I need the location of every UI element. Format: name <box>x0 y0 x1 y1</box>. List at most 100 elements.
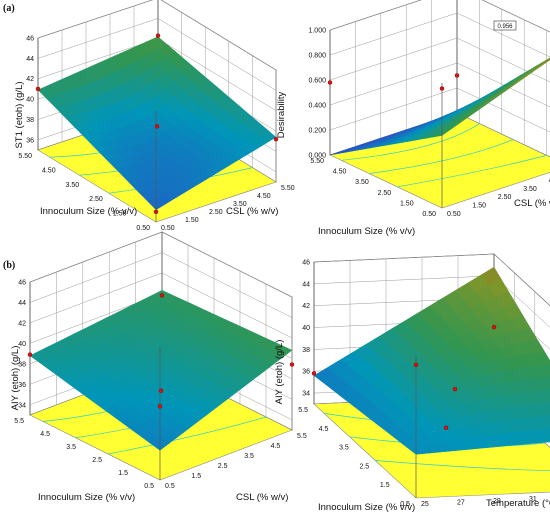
z-tick-label: 36 <box>302 369 310 376</box>
y-tick-label: 3.5 <box>244 453 254 460</box>
z-tick-label: 0.400 <box>308 103 326 110</box>
y-tick-label: 2.5 <box>218 463 228 470</box>
x-tick-label: 5.5 <box>14 418 24 425</box>
y-tick-label: 0.50 <box>447 211 461 218</box>
y-tick-label: 1.5 <box>191 473 201 480</box>
z-gridline <box>313 253 550 306</box>
y-tick-label: 4.50 <box>257 193 271 200</box>
y-axis-title: Temperature (°C) <box>486 498 550 509</box>
x-tick-label: 5.50 <box>310 158 324 165</box>
y-axis-title: CSL (% w/v) <box>226 206 278 217</box>
st1-surface-chart: 36 38 40 42 44 46 5.50 4.50 3.50 2.50 1.50 0.50 0.50… <box>14 0 295 232</box>
response-surface <box>313 266 550 455</box>
design-point <box>154 124 160 129</box>
design-point <box>311 371 317 376</box>
y-tick-label: 0.5 <box>165 483 175 490</box>
floor-contour <box>107 416 267 455</box>
z-tick-label: 34 <box>302 391 310 398</box>
z-tick-label: 42 <box>302 303 310 310</box>
x-tick-label: 5.50 <box>18 153 32 160</box>
y-tick-label: 3.50 <box>233 201 247 208</box>
max-desirability-badge: 0.956 <box>493 20 517 31</box>
y-tick-label: 31 <box>529 496 537 503</box>
design-point <box>439 86 445 91</box>
response-surface <box>37 36 277 211</box>
z-tick-label: 46 <box>26 36 34 43</box>
design-point <box>273 137 279 142</box>
y-tick-label: 2.50 <box>498 194 512 201</box>
z-gridline <box>29 231 293 298</box>
z-tick-label: 46 <box>18 280 26 287</box>
y-tick-label: 29 <box>493 498 501 505</box>
design-point <box>159 293 165 298</box>
z-tick-label: 36 <box>26 137 34 144</box>
design-point <box>157 404 163 409</box>
x-tick-label: 2.5 <box>359 463 369 470</box>
z-tick-label: 44 <box>302 281 310 288</box>
design-point <box>27 352 33 357</box>
z-tick-label: 0.800 <box>308 53 326 60</box>
x-tick-label: 1.50 <box>400 200 414 207</box>
z-gridline <box>329 12 550 58</box>
design-point <box>413 362 419 367</box>
design-point <box>158 388 164 393</box>
x-tick-label: 1.5 <box>380 482 390 489</box>
surface-cell <box>433 128 452 138</box>
response-surface <box>29 290 293 451</box>
z-gridline <box>329 0 550 33</box>
z-tick-label: 44 <box>26 56 34 63</box>
z-tick-label: 1.000 <box>308 28 326 35</box>
y-tick-label: 4.5 <box>271 443 281 450</box>
z-axis-title: AIY (etoh) (g/L) <box>10 346 21 411</box>
x-tick-label: 3.50 <box>355 179 369 186</box>
design-point <box>452 386 458 392</box>
z-tick-label: 0.200 <box>308 128 326 135</box>
design-point <box>491 324 497 330</box>
z-tick-label: 42 <box>26 76 34 83</box>
z-tick-label: 0.600 <box>308 78 326 85</box>
y-tick-label: 1.50 <box>185 217 199 224</box>
x-axis-title: Innoculum Size (% v/v) <box>38 492 135 503</box>
z-tick-label: 38 <box>302 347 310 354</box>
x-tick-label: 3.5 <box>66 444 76 451</box>
design-point <box>155 33 161 38</box>
design-point <box>153 209 159 215</box>
panel-label-a: (a) <box>3 3 15 14</box>
z-tick-label: 34 <box>18 402 26 409</box>
x-tick-label: 5.5 <box>298 407 308 414</box>
y-tick-label: 5.50 <box>281 185 295 192</box>
z-tick-label: 38 <box>18 361 26 368</box>
y-tick-label: 25 <box>421 501 429 508</box>
z-axis-title: AIY (etoh) (g/L) <box>274 340 285 405</box>
x-tick-label: 0.5 <box>144 483 154 490</box>
y-tick-label: 2.50 <box>209 209 223 216</box>
floor-contour <box>375 460 550 472</box>
x-tick-label: 4.50 <box>42 167 56 174</box>
z-tick-label: 0.000 <box>308 153 326 160</box>
y-tick-label: 5.5 <box>297 433 307 440</box>
aiy-csl-surface-chart: 34 36 38 40 42 44 46 5.5 4.5 3.5 2.5 1.5 0.5 0.5 1.5 2.… <box>10 231 307 503</box>
x-axis-title: Innoculum Size (% v/v) <box>40 206 137 217</box>
z-tick-label: 38 <box>26 117 34 124</box>
panel-label-b: (b) <box>3 260 15 271</box>
response-surface <box>329 57 550 156</box>
x-tick-label: 2.50 <box>378 190 392 197</box>
z-axis-title: Desirability <box>276 92 287 139</box>
x-tick-label: 4.5 <box>40 431 50 438</box>
z-tick-label: 40 <box>26 97 34 104</box>
y-tick-label: 27 <box>457 499 465 506</box>
x-tick-label: 0.50 <box>422 211 436 218</box>
x-tick-label: 3.5 <box>339 445 349 452</box>
y-tick-label: 0.50 <box>161 225 175 232</box>
x-tick-label: 0.5 <box>400 501 410 508</box>
y-tick-label: 4.50 <box>549 177 550 184</box>
z-tick-label: 40 <box>18 341 26 348</box>
x-tick-label: 1.50 <box>113 211 127 218</box>
z-gridline <box>329 62 550 108</box>
design-point <box>443 425 449 430</box>
design-point <box>289 362 295 367</box>
z-axis-title: ST1 (etoh) (g/L) <box>14 81 25 148</box>
x-tick-label: 0.50 <box>136 225 150 232</box>
x-tick-label: 4.50 <box>333 169 347 176</box>
